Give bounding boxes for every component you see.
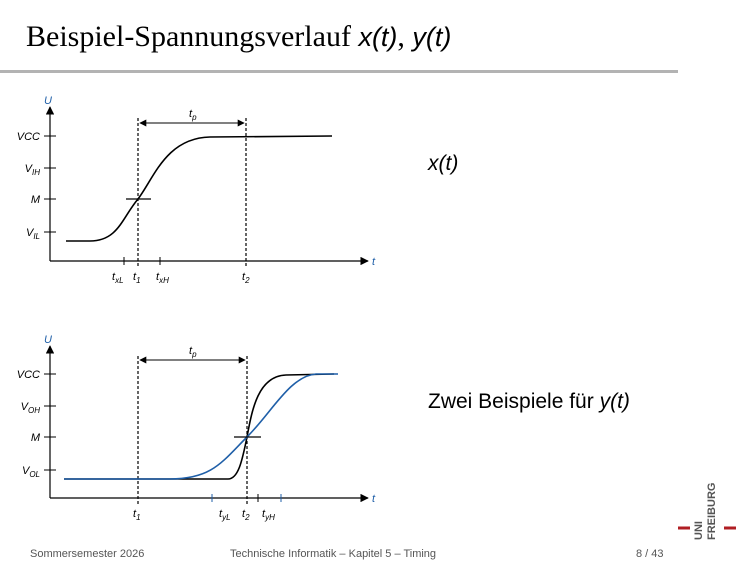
top-x-curve — [66, 135, 333, 242]
title-text: Beispiel-Spannungsverlauf — [26, 20, 359, 53]
logo-uni: UNI — [693, 521, 705, 540]
top-tick-t2: t2 — [242, 271, 250, 285]
footer-course: Technische Informatik – Kapitel 5 – Timi… — [230, 548, 437, 560]
top-x-axis-label: t — [372, 256, 376, 268]
university-logo: UNI FREIBURG — [678, 483, 736, 540]
bottom-level-m: M — [31, 432, 41, 444]
top-tp-label: tp — [189, 108, 197, 122]
top-y-axis-label: U — [44, 95, 52, 107]
top-tick-txl: txL — [112, 271, 124, 285]
slide-title: Beispiel-Spannungsverlauf x(t), y(t) — [26, 20, 451, 54]
top-level-vih: VIH — [25, 163, 41, 177]
bottom-tick-t1: t1 — [133, 508, 141, 522]
title-separator: , — [397, 20, 413, 53]
bottom-tp-label: tp — [189, 345, 197, 359]
footer-semester: Sommersemester 2026 — [30, 548, 145, 560]
title-rule — [0, 70, 678, 73]
bottom-tick-tyl: tyL — [219, 508, 231, 522]
top-tick-t1: t1 — [133, 271, 141, 285]
logo-freiburg: FREIBURG — [706, 483, 718, 540]
bottom-level-ticks — [44, 373, 56, 471]
bottom-level-vol: VOL — [22, 465, 40, 479]
top-level-vil: VIL — [26, 227, 40, 241]
title-math-x: x(t) — [358, 22, 398, 52]
bottom-diagram: U t VCC VOH M VOL tp t1 tyL t2 tyH — [17, 334, 376, 522]
bottom-y-curve-fast — [64, 373, 335, 480]
top-tick-txh: txH — [156, 271, 169, 285]
top-description: x(t) — [428, 152, 459, 175]
bottom-x-axis-label: t — [372, 493, 376, 505]
title-math-y: y(t) — [412, 22, 452, 52]
bottom-level-voh: VOH — [21, 401, 41, 415]
footer-page-number: 8 / 43 — [636, 548, 664, 560]
top-level-vcc: VCC — [17, 131, 40, 143]
bottom-tick-tyh: tyH — [262, 508, 275, 522]
bottom-time-ticks — [211, 494, 282, 502]
bottom-description: Zwei Beispiele für y(t) — [428, 390, 630, 413]
bottom-tick-t2: t2 — [242, 508, 250, 522]
bottom-y-curve-slow — [64, 373, 338, 480]
top-level-m: M — [31, 194, 41, 206]
top-time-ticks — [123, 257, 161, 265]
top-diagram: U t VCC VIH M VIL tp txL t1 txH t2 — [17, 95, 376, 285]
bottom-level-vcc: VCC — [17, 369, 40, 381]
bottom-y-axis-label: U — [44, 334, 52, 346]
top-level-ticks — [44, 135, 56, 233]
